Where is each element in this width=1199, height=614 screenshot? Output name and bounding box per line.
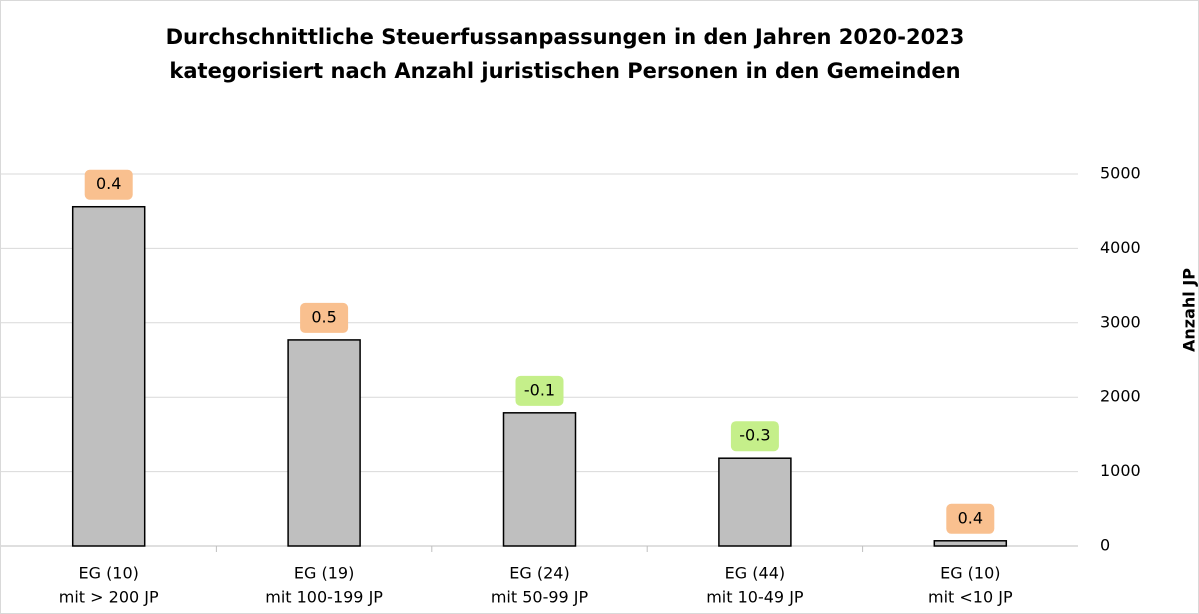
data-label-box [730,421,779,452]
data-label-box [515,375,564,406]
data-label: 0.4 [96,174,121,193]
x-tick-label: EG (19) [294,564,354,583]
y-axis-title: Anzahl JP [1180,268,1199,352]
bar [502,412,577,547]
x-tick-label: mit 10-49 JP [706,588,804,607]
y-tick-label: 1000 [1100,461,1141,480]
data-label-box [300,302,349,333]
y-tick-label: 4000 [1100,238,1141,257]
x-tick-label: mit 50-99 JP [491,588,589,607]
chart-title: kategorisiert nach Anzahl juristischen P… [169,59,960,83]
x-tick-label: EG (10) [940,564,1000,583]
bar [933,540,1008,547]
bar [287,339,361,547]
data-label: -0.1 [524,380,555,399]
y-tick-label: 5000 [1100,164,1141,183]
x-tick-label: EG (10) [78,564,138,583]
data-label: -0.3 [739,426,770,445]
x-tick-label: EG (44) [725,564,785,583]
data-label-box [946,503,995,534]
bar [71,205,146,547]
chart-title: Durchschnittliche Steuerfussanpassungen … [166,25,965,49]
x-tick-label: mit <10 JP [928,588,1013,607]
x-tick-label: mit 100-199 JP [265,588,383,607]
data-label: 0.4 [958,508,983,527]
data-label-box [84,169,133,200]
y-tick-label: 2000 [1100,387,1141,406]
data-label: 0.5 [311,307,336,326]
bar [718,457,792,547]
y-tick-label: 3000 [1100,312,1141,331]
y-tick-label: 0 [1100,536,1110,555]
x-tick-label: EG (24) [509,564,569,583]
x-tick-label: mit > 200 JP [59,588,159,607]
